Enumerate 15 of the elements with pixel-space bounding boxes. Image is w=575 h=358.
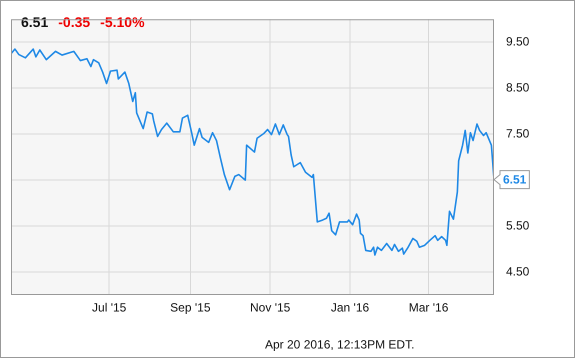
- x-tick-label: Jul '15: [92, 300, 127, 315]
- text: Apr 20 2016, 12:13PM EDT.: [265, 337, 414, 352]
- y-tick-label: 7.50: [506, 126, 530, 140]
- annotation: -5.10%: [100, 14, 146, 30]
- x-tick-label: Sep '15: [170, 300, 211, 315]
- y-tick-label: 9.50: [506, 34, 530, 48]
- annotation: -0.35: [58, 14, 90, 30]
- x-tick-label: Jan '16: [330, 300, 370, 315]
- y-tick-label: 4.50: [506, 264, 530, 278]
- x-tick-label: Mar '16: [408, 300, 449, 315]
- annotation: 6.51: [21, 14, 48, 30]
- data-label: 6.51: [503, 172, 527, 186]
- x-tick-label: Nov '15: [250, 300, 291, 315]
- y-tick-label: 8.50: [506, 80, 530, 94]
- y-tick-label: 5.50: [506, 218, 530, 232]
